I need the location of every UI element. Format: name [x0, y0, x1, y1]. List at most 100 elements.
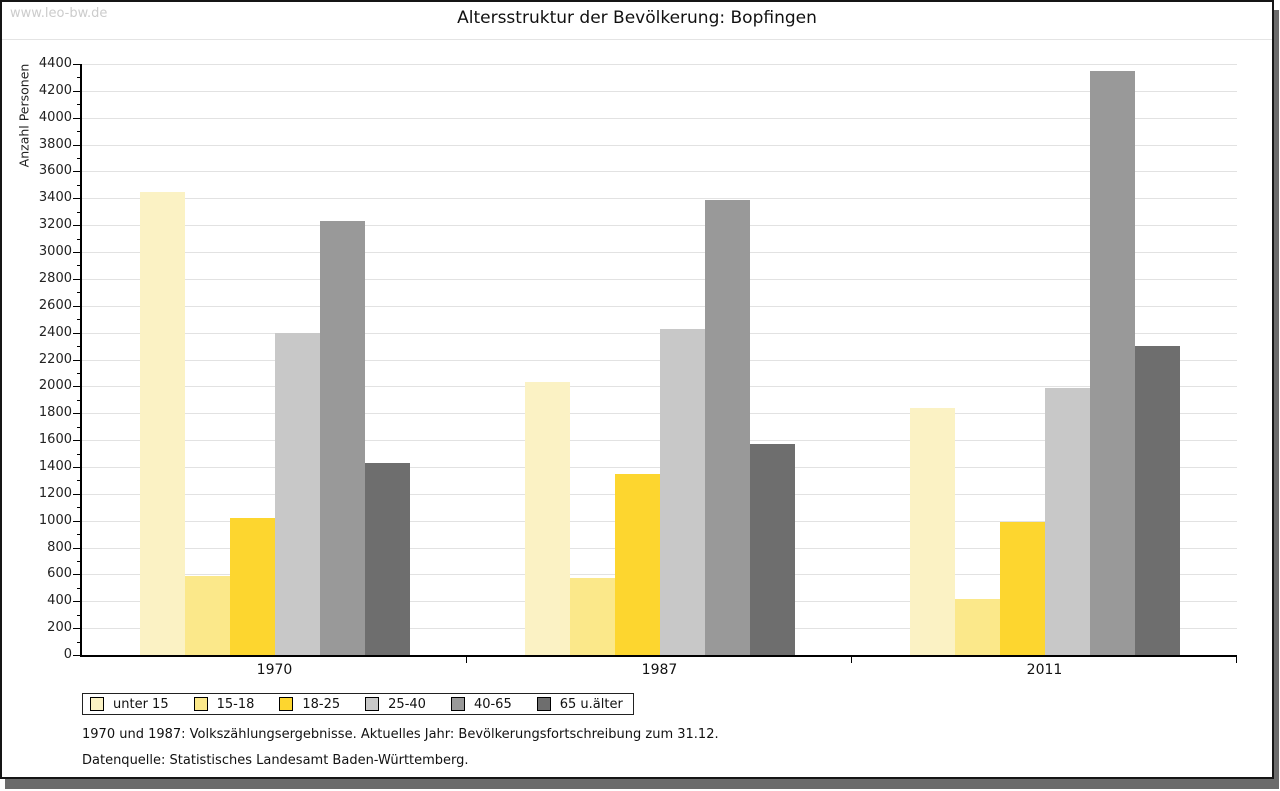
y-tick-label: 2400: [38, 324, 72, 340]
legend-label: 40-65: [473, 696, 512, 712]
bar: [184, 575, 230, 655]
legend: unter 15 15-18 18-25 25-40 40-65 65 u.älter: [82, 693, 634, 715]
y-tick-label: 800: [47, 539, 72, 555]
y-axis-minor-tick: [77, 399, 82, 401]
y-tick-label: 2000: [38, 378, 72, 394]
bar: [954, 598, 1000, 655]
y-axis-tick: [73, 466, 82, 468]
header-divider: [2, 39, 1272, 40]
y-tick-label: 3600: [38, 163, 72, 179]
y-axis-minor-tick: [77, 560, 82, 562]
y-tick-label: 4200: [38, 82, 72, 98]
y-axis-tick: [73, 64, 82, 65]
bar: [139, 191, 185, 655]
y-tick-label: 0: [63, 647, 72, 662]
bar: [1089, 70, 1135, 655]
legend-swatch-icon: [279, 697, 294, 711]
legend-swatch-icon: [193, 697, 208, 711]
y-axis-minor-tick: [77, 372, 82, 374]
y-tick-label: 600: [47, 566, 72, 582]
y-tick-label: 400: [47, 593, 72, 609]
x-axis-tick: [1236, 655, 1237, 663]
legend-item: 18-25: [279, 697, 340, 712]
gridline: [82, 144, 1237, 146]
bar: [614, 473, 660, 655]
y-axis-minor-tick: [77, 131, 82, 133]
y-axis-tick: [73, 386, 82, 388]
y-tick-label: 3400: [38, 190, 72, 206]
y-tick-label: 2600: [38, 297, 72, 313]
bar: [364, 462, 410, 655]
legend-swatch-icon: [450, 697, 465, 711]
y-tick-label: 2200: [38, 351, 72, 367]
x-axis-label: 1987: [641, 662, 678, 678]
gridline: [82, 252, 1237, 254]
x-axis-label: 1970: [256, 662, 293, 678]
legend-item: unter 15: [90, 697, 169, 712]
y-axis-tick: [73, 198, 82, 200]
y-axis-minor-tick: [77, 426, 82, 428]
y-axis-minor-tick: [77, 480, 82, 482]
bar: [749, 444, 795, 655]
y-axis-tick: [73, 520, 82, 522]
y-axis-tick: [73, 305, 82, 307]
x-axis-tick: [851, 655, 852, 663]
y-axis-minor-tick: [77, 77, 82, 79]
y-axis-minor-tick: [77, 238, 82, 240]
y-axis-tick: [73, 493, 82, 495]
y-tick-label: 1400: [38, 458, 72, 474]
y-tick-label: 3200: [38, 217, 72, 233]
y-axis-minor-tick: [77, 614, 82, 616]
page-title: Altersstruktur der Bevölkerung: Bopfinge…: [457, 8, 817, 28]
y-axis-minor-tick: [77, 507, 82, 509]
gridline: [82, 171, 1237, 173]
y-axis-tick: [73, 252, 82, 254]
y-axis-tick: [73, 171, 82, 173]
y-tick-label: 3800: [38, 136, 72, 152]
y-axis-tick: [73, 547, 82, 549]
plot-area: 0 200 400 600 800 1000 1200 1400 1600 1800 2000 220…: [39, 56, 1237, 678]
y-axis-tick: [73, 440, 82, 442]
bar: [569, 578, 615, 655]
y-tick-label: 1200: [38, 485, 72, 501]
y-axis-minor-tick: [77, 587, 82, 589]
gridline: [82, 90, 1237, 92]
legend-label: 15-18: [216, 696, 255, 712]
legend-swatch-icon: [90, 697, 104, 711]
y-axis-minor-tick: [77, 641, 82, 643]
y-axis-minor-tick: [77, 319, 82, 321]
y-axis-minor-tick: [77, 104, 82, 106]
gridline: [82, 117, 1237, 119]
y-tick-label: 2800: [38, 270, 72, 286]
legend-swatch-icon: [365, 697, 380, 711]
y-axis-tick: [73, 574, 82, 576]
legend-swatch-icon: [536, 697, 551, 711]
gridline: [82, 198, 1237, 200]
legend-item: 40-65: [450, 696, 512, 712]
footer-note: 1970 und 1987: Volkszählungsergebnisse. …: [82, 727, 719, 742]
legend-label: 18-25: [302, 696, 341, 712]
y-axis-tick: [73, 655, 82, 656]
bar: [524, 382, 570, 655]
gridline: [82, 64, 1237, 65]
bar: [1044, 387, 1090, 655]
bar: [274, 332, 320, 655]
y-axis-tick: [73, 359, 82, 361]
y-axis-minor-tick: [77, 292, 82, 294]
y-axis-tick: [73, 332, 82, 334]
data-source-note: Datenquelle: Statistisches Landesamt Bad…: [82, 753, 469, 768]
y-tick-label: 4000: [38, 109, 72, 125]
legend-label: 65 u.älter: [559, 696, 623, 712]
legend-label: unter 15: [113, 696, 169, 712]
y-axis-tick: [73, 278, 82, 280]
bar: [1134, 346, 1180, 655]
gridline: [82, 278, 1237, 280]
bar: [704, 199, 750, 655]
y-tick-label: 4400: [38, 56, 72, 71]
x-axis-label: 2011: [1026, 662, 1063, 678]
y-axis-tick: [73, 117, 82, 119]
bar: [229, 518, 275, 655]
y-axis-minor-tick: [77, 534, 82, 536]
legend-item: 25-40: [365, 697, 426, 712]
